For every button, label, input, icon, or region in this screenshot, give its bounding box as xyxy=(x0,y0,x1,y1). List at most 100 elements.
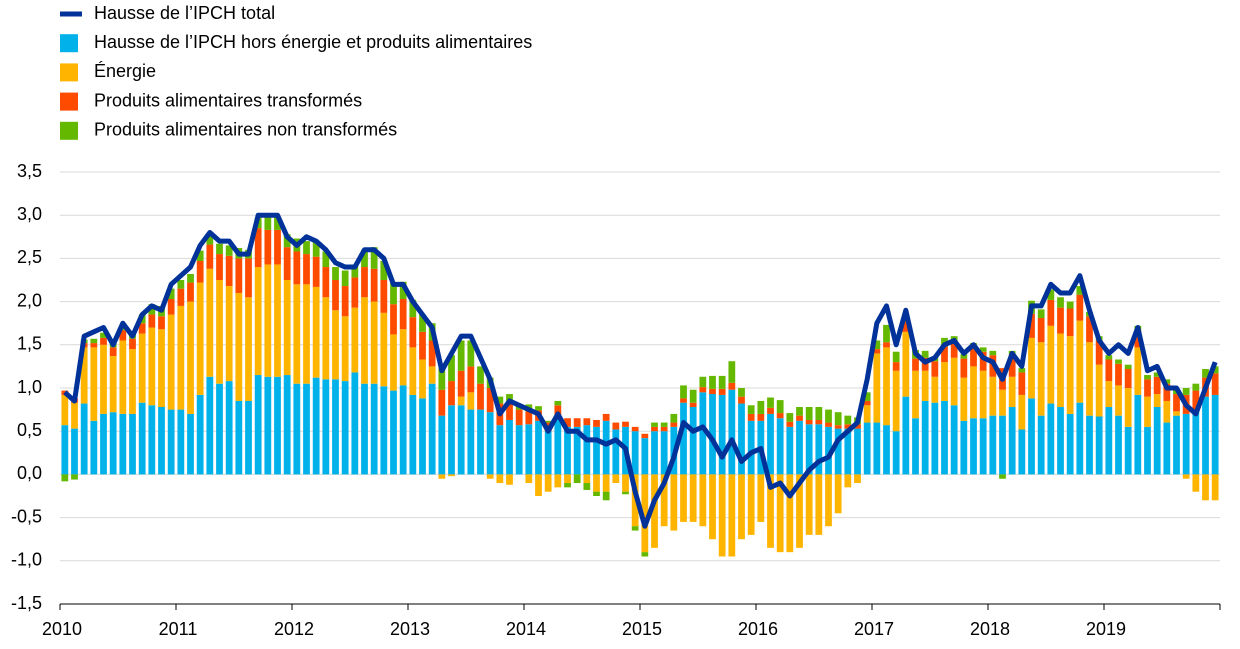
bar-segment xyxy=(680,402,687,475)
bar-segment xyxy=(1037,342,1045,416)
bar-segment xyxy=(448,474,455,477)
bar-segment xyxy=(216,383,223,475)
bar-segment xyxy=(970,347,977,367)
bar-segment xyxy=(361,249,368,268)
bar-segment xyxy=(457,396,465,406)
bar-segment xyxy=(1182,388,1190,395)
bar-segment xyxy=(815,419,823,425)
bar-segment xyxy=(573,418,581,427)
bar-segment xyxy=(815,407,823,420)
bar-segment xyxy=(225,245,233,256)
bar-segment xyxy=(167,288,175,300)
bar-segment xyxy=(1105,355,1113,360)
bar-segment xyxy=(786,421,794,427)
x-tick-label: 2016 xyxy=(738,619,778,639)
bar-segment xyxy=(738,403,745,475)
x-tick-label: 2019 xyxy=(1086,619,1126,639)
bar-segment xyxy=(1202,474,1209,501)
bar-segment xyxy=(448,355,455,382)
bar-segment xyxy=(651,431,658,475)
bar-segment xyxy=(747,474,755,535)
bar-segment xyxy=(119,330,127,341)
bar-segment xyxy=(206,234,214,245)
bar-segment xyxy=(496,474,504,484)
bar-segment xyxy=(564,474,571,484)
bar-segment xyxy=(757,474,765,522)
bar-segment xyxy=(1202,396,1209,475)
bar-segment xyxy=(341,316,349,382)
bar-segment xyxy=(564,483,571,488)
bar-segment xyxy=(689,402,697,408)
bar-segment xyxy=(109,347,117,357)
bar-segment xyxy=(709,388,716,395)
bar-segment xyxy=(670,422,678,427)
bar-segment xyxy=(1076,286,1084,295)
bar-segment xyxy=(873,340,881,350)
bar-segment xyxy=(1076,294,1084,321)
bar-segment xyxy=(1144,426,1151,475)
bar-segment xyxy=(805,424,813,475)
bar-segment xyxy=(883,342,890,348)
bar-segment xyxy=(380,386,388,475)
bar-segment xyxy=(1086,342,1093,416)
y-tick-label: -1,0 xyxy=(11,550,42,570)
bar-segment xyxy=(1047,325,1055,404)
bar-segment xyxy=(660,422,668,427)
bar-segment xyxy=(999,415,1006,475)
bar-segment xyxy=(274,376,281,475)
bar-segment xyxy=(970,366,977,419)
bar-segment xyxy=(834,428,842,475)
bar-segment xyxy=(361,297,368,384)
bar-segment xyxy=(583,483,591,490)
bar-segment xyxy=(525,411,533,425)
y-tick-label: 0,0 xyxy=(17,463,42,483)
bar-segment xyxy=(680,398,687,403)
bar-segment xyxy=(1163,383,1171,401)
bar-segment xyxy=(892,370,900,432)
bar-segment xyxy=(71,428,78,475)
bar-segment xyxy=(631,526,639,531)
bar-segment xyxy=(506,474,513,485)
bar-segment xyxy=(786,474,794,553)
bar-segment xyxy=(303,383,310,475)
bar-segment xyxy=(1211,366,1219,374)
x-tick-label: 2017 xyxy=(854,619,894,639)
bar-segment xyxy=(593,426,600,475)
bar-segment xyxy=(419,359,426,399)
bar-segment xyxy=(100,337,107,345)
bar-segment xyxy=(728,382,736,390)
bar-segment xyxy=(892,362,900,371)
bar-segment xyxy=(912,358,919,371)
bar-segment xyxy=(1028,313,1035,338)
bar-segment xyxy=(554,405,562,416)
bar-segment xyxy=(1018,368,1026,373)
bar-segment xyxy=(438,368,446,390)
bar-segment xyxy=(80,347,88,404)
bar-segment xyxy=(738,388,745,397)
bar-segment xyxy=(1182,413,1190,475)
bar-segment xyxy=(728,361,736,383)
bar-segment xyxy=(941,362,948,401)
bar-segment xyxy=(883,347,890,426)
bar-segment xyxy=(1066,301,1074,309)
bar-segment xyxy=(322,297,330,380)
bar-segment xyxy=(564,418,571,427)
bar-segment xyxy=(1047,299,1055,326)
y-tick-label: -1,5 xyxy=(11,593,42,613)
bar-segment xyxy=(1066,336,1074,414)
bar-segment xyxy=(390,390,397,475)
bar-segment xyxy=(921,350,929,358)
bar-segment xyxy=(370,301,378,384)
bar-segment xyxy=(496,425,504,475)
bar-segment xyxy=(264,229,272,265)
bar-segment xyxy=(254,267,262,376)
bar-segment xyxy=(341,270,349,287)
bar-segment xyxy=(883,324,890,343)
y-tick-label: 1,5 xyxy=(17,334,42,354)
bar-segment xyxy=(796,415,803,421)
bar-segment xyxy=(612,429,620,475)
bar-segment xyxy=(399,299,407,330)
y-tick-label: 2,5 xyxy=(17,247,42,267)
bar-segment xyxy=(61,474,69,482)
bar-segment xyxy=(1086,415,1093,475)
